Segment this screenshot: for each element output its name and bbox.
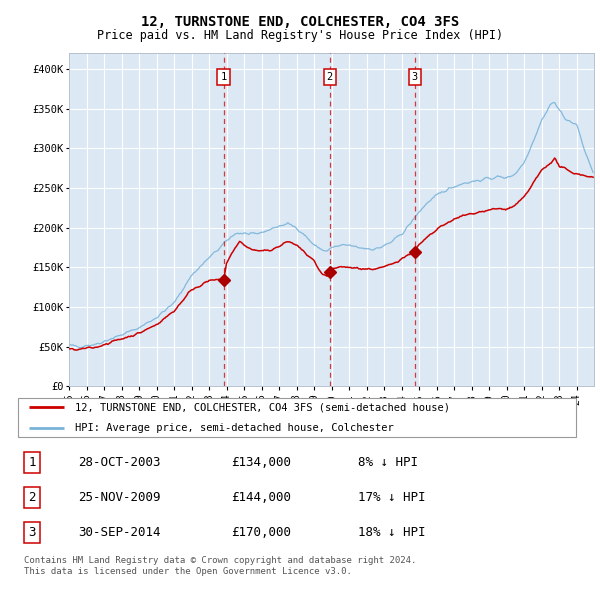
Text: 28-OCT-2003: 28-OCT-2003 xyxy=(78,455,161,468)
Text: Contains HM Land Registry data © Crown copyright and database right 2024.
This d: Contains HM Land Registry data © Crown c… xyxy=(23,556,416,576)
Text: 1: 1 xyxy=(28,455,36,468)
Text: HPI: Average price, semi-detached house, Colchester: HPI: Average price, semi-detached house,… xyxy=(76,422,394,432)
Text: Price paid vs. HM Land Registry's House Price Index (HPI): Price paid vs. HM Land Registry's House … xyxy=(97,30,503,42)
Text: £134,000: £134,000 xyxy=(231,455,291,468)
Text: £144,000: £144,000 xyxy=(231,490,291,504)
Text: 12, TURNSTONE END, COLCHESTER, CO4 3FS (semi-detached house): 12, TURNSTONE END, COLCHESTER, CO4 3FS (… xyxy=(76,402,451,412)
Text: 30-SEP-2014: 30-SEP-2014 xyxy=(78,526,161,539)
Text: 2: 2 xyxy=(326,72,333,82)
Text: 3: 3 xyxy=(28,526,36,539)
Text: 25-NOV-2009: 25-NOV-2009 xyxy=(78,490,161,504)
Text: 8% ↓ HPI: 8% ↓ HPI xyxy=(358,455,418,468)
Text: 12, TURNSTONE END, COLCHESTER, CO4 3FS: 12, TURNSTONE END, COLCHESTER, CO4 3FS xyxy=(141,15,459,29)
Text: £170,000: £170,000 xyxy=(231,526,291,539)
Text: 3: 3 xyxy=(412,72,418,82)
Text: 18% ↓ HPI: 18% ↓ HPI xyxy=(358,526,425,539)
FancyBboxPatch shape xyxy=(18,398,577,437)
Text: 17% ↓ HPI: 17% ↓ HPI xyxy=(358,490,425,504)
Text: 2: 2 xyxy=(28,490,36,504)
Text: 1: 1 xyxy=(220,72,227,82)
